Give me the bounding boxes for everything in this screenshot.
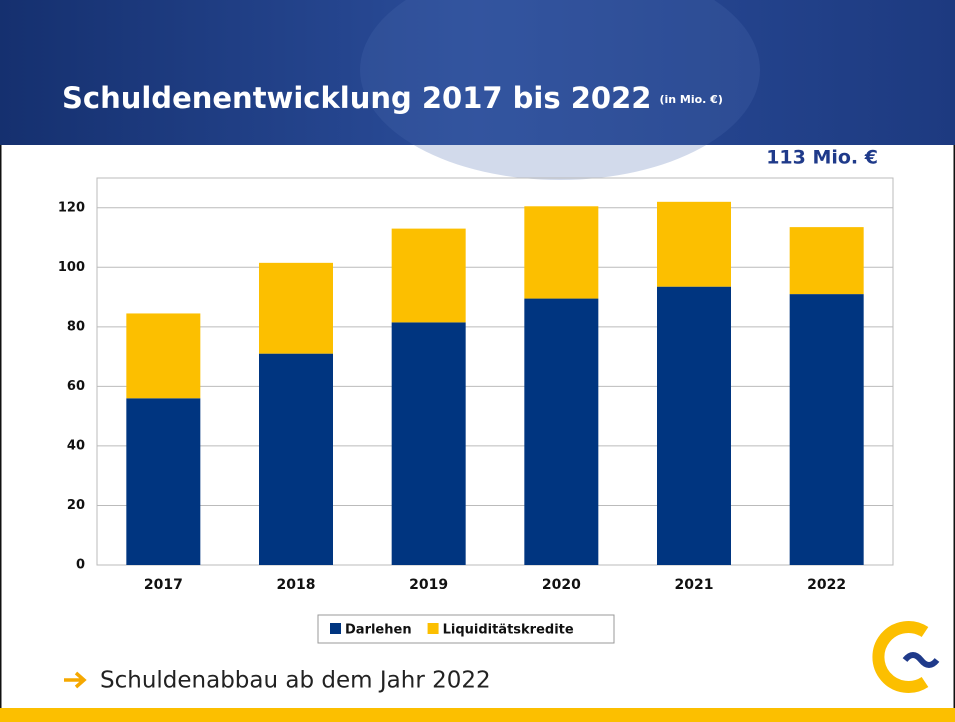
annotation: 113 Mio. € xyxy=(766,147,878,169)
legend: Darlehen Liquiditätskredite xyxy=(317,614,615,644)
bar-segment xyxy=(789,294,864,565)
x-tick-label: 2019 xyxy=(409,577,448,593)
title-unit: (in Mio. €) xyxy=(659,93,722,106)
bar-segment xyxy=(259,262,333,354)
bar-segment xyxy=(126,313,201,399)
legend-label: Liquiditätskredite xyxy=(443,623,574,638)
x-tick-label: 2017 xyxy=(144,577,183,593)
y-tick-label: 120 xyxy=(58,200,85,215)
legend-box xyxy=(317,614,615,644)
y-tick-label: 0 xyxy=(76,558,85,573)
logo xyxy=(872,621,940,693)
legend-label: Darlehen xyxy=(345,623,412,638)
legend-swatch xyxy=(427,623,439,634)
bar-segment xyxy=(524,206,599,299)
y-tick-label: 40 xyxy=(67,438,85,453)
y-tick-label: 20 xyxy=(67,498,85,513)
bar-segment xyxy=(657,201,731,287)
bar-segment xyxy=(259,353,333,565)
title: Schuldenentwicklung 2017 bis 2022 (in Mio… xyxy=(62,81,723,115)
bar-segment xyxy=(789,227,864,295)
y-tick-label: 60 xyxy=(67,379,85,394)
x-tick-label: 2021 xyxy=(675,577,714,593)
x-tick-label: 2020 xyxy=(542,577,581,593)
header-band xyxy=(0,0,955,145)
bar-segment xyxy=(657,286,731,565)
x-tick-label: 2022 xyxy=(807,577,846,593)
bar-segment xyxy=(126,398,201,565)
bar-segment xyxy=(391,228,466,323)
y-tick-label: 80 xyxy=(67,319,85,334)
bullet-arrow xyxy=(64,671,87,689)
footer-band xyxy=(0,708,955,722)
title-text: Schuldenentwicklung 2017 bis 2022 xyxy=(62,81,651,115)
x-tick-label: 2018 xyxy=(277,577,316,593)
y-tick-label: 100 xyxy=(58,260,85,275)
bar-segment xyxy=(524,298,599,565)
bar-segment xyxy=(391,322,466,565)
legend-swatch xyxy=(330,623,341,634)
header-globe xyxy=(360,0,760,180)
bullet-text: Schuldenabbau ab dem Jahr 2022 xyxy=(100,668,491,694)
